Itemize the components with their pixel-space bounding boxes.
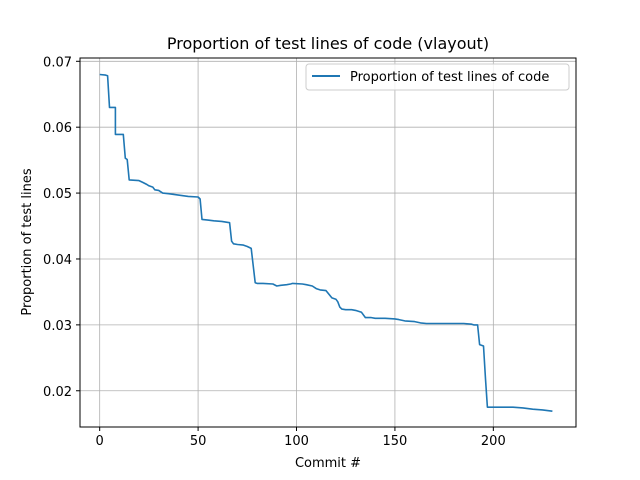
legend-label: Proportion of test lines of code [350,70,549,85]
y-tick-label: 0.05 [43,187,72,202]
plot-frame [79,57,577,428]
series-layer [99,73,553,412]
y-tick-label: 0.02 [43,385,72,400]
y-tick-label: 0.06 [43,121,72,136]
x-tick-label: 50 [190,434,207,449]
x-tick-label: 100 [284,434,309,449]
legend: Proportion of test lines of code [305,63,570,91]
x-axis-label: Commit # [295,456,361,471]
axis-ticks: 0 50 100 150 200 0.02 0.03 0.04 0.05 0.06 0.07 [43,55,506,449]
x-tick-label: 150 [383,434,408,449]
chart-title: Proportion of test lines of code (vlayou… [167,34,489,53]
x-tick-label: 200 [481,434,506,449]
y-tick-label: 0.07 [43,55,72,70]
y-axis-label: Proportion of test lines [20,168,35,315]
series-line [99,73,553,412]
x-tick-label: 0 [96,434,104,449]
y-tick-label: 0.03 [43,319,72,334]
legend-box [305,63,570,91]
y-tick-label: 0.04 [43,253,72,268]
